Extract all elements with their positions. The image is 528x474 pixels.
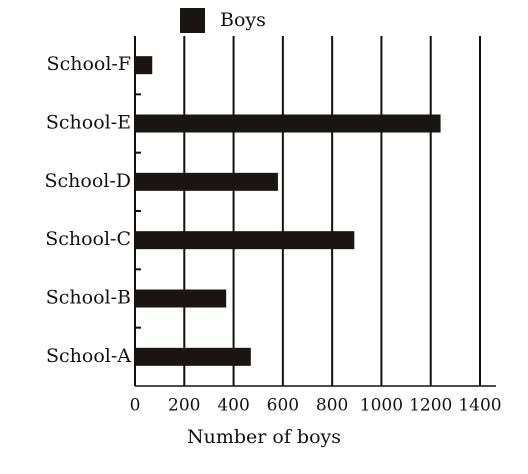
x-tick-label: 1000 (360, 396, 403, 416)
x-tick-label: 1400 (458, 396, 501, 416)
legend-label: Boys (220, 9, 266, 31)
bar (135, 347, 251, 366)
x-tick-label: 0 (130, 396, 141, 416)
x-tick-label: 800 (316, 396, 348, 416)
x-tick-label: 600 (267, 396, 299, 416)
bar (135, 56, 153, 75)
y-tick-label: School-A (46, 345, 131, 367)
y-tick-label: School-D (44, 170, 131, 192)
x-tick-label: 1200 (409, 396, 452, 416)
y-tick-label: School-C (45, 228, 131, 250)
y-tick-label: School-F (47, 53, 131, 75)
x-tick-label: 200 (168, 396, 200, 416)
bar (135, 172, 278, 191)
x-tick-label: 400 (217, 396, 249, 416)
bar (135, 231, 355, 250)
legend-swatch (180, 8, 205, 33)
bar (135, 114, 441, 133)
y-tick-label: School-E (46, 112, 131, 134)
x-axis-label: Number of boys (187, 426, 341, 448)
bar (135, 289, 227, 308)
y-tick-label: School-B (46, 287, 131, 309)
